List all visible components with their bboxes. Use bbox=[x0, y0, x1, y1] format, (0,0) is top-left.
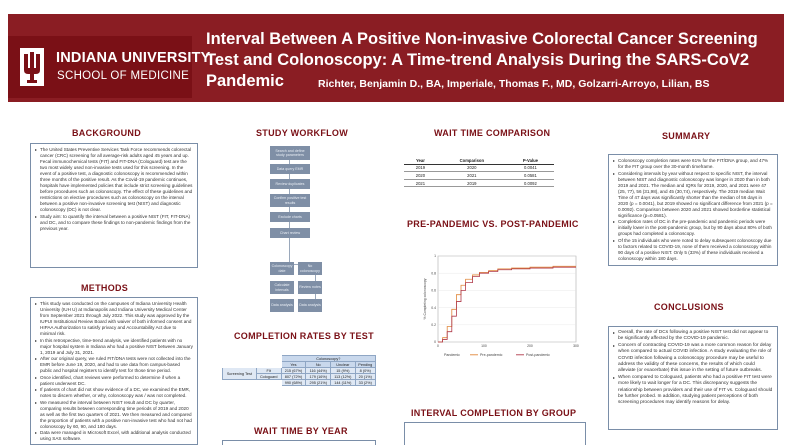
workflow-step: Data query EMR bbox=[270, 164, 310, 174]
workflow-step: Data analysis bbox=[298, 299, 322, 312]
list-item: Completion rates of DC in the pre-pandem… bbox=[613, 219, 773, 237]
workflow-step: Exclude charts bbox=[270, 212, 310, 222]
completion-rates-table: Colonoscopy? Yes No Unclear Pending Scre… bbox=[222, 355, 377, 386]
table-cell: 2021 bbox=[436, 171, 507, 180]
table-cell: 0.0092 bbox=[506, 179, 554, 188]
table-cell: 33 (2%) bbox=[354, 379, 377, 386]
legend-label: Post-pandemic bbox=[526, 353, 550, 357]
summary-list: Colonoscopy completion rates were 61% fo… bbox=[613, 158, 773, 262]
table-cell: 2019 bbox=[404, 164, 437, 173]
list-item: If patients of chart did not show eviden… bbox=[35, 387, 193, 399]
y-tick-label: 1 bbox=[434, 254, 436, 258]
y-tick-label: 0.8 bbox=[431, 271, 436, 275]
poster-title: Interval Between A Positive Non-invasive… bbox=[206, 29, 766, 92]
pre-post-title: PRE-PANDEMIC VS. POST-PANDEMIC bbox=[407, 219, 579, 229]
interval-group-box bbox=[404, 422, 586, 445]
y-tick-label: 0.2 bbox=[431, 323, 436, 327]
workflow-step: Search and define study parameters bbox=[270, 146, 310, 160]
table-cell: 2020 bbox=[404, 171, 437, 180]
iu-logo: INDIANA UNIVERSITY SCHOOL OF MEDICINE bbox=[8, 36, 210, 98]
summary-title: SUMMARY bbox=[662, 131, 711, 141]
list-item: After our original query, we ruled FIT/D… bbox=[35, 356, 193, 374]
wait-time-table: Year Comparison P-Value 2019 2020 0.0041… bbox=[404, 157, 554, 188]
legend-label: Pre-pandemic bbox=[480, 353, 503, 357]
workflow-step: Calculate intervals bbox=[270, 281, 294, 294]
study-workflow-diagram: Search and define study parameters Data … bbox=[270, 146, 370, 316]
poster-header: INDIANA UNIVERSITY SCHOOL OF MEDICINE In… bbox=[8, 14, 784, 102]
wait-time-comparison-title: WAIT TIME COMPARISON bbox=[434, 128, 551, 138]
background-list: The United States Preventive Services Ta… bbox=[35, 147, 193, 232]
list-item: When compared to Cologuard, patients who… bbox=[613, 375, 773, 406]
workflow-title: STUDY WORKFLOW bbox=[256, 128, 349, 138]
table-cell: 0.0581 bbox=[506, 171, 554, 180]
table-header: Year bbox=[404, 157, 437, 165]
workflow-step: Confirm positive test results bbox=[270, 194, 310, 207]
background-box: The United States Preventive Services Ta… bbox=[30, 143, 198, 268]
table-cell bbox=[222, 379, 282, 386]
authors: Richter, Benjamin D., BA, Imperiale, Tho… bbox=[318, 78, 710, 90]
workflow-step: No colonoscopy bbox=[298, 262, 322, 275]
list-item: Considering intervals by year without re… bbox=[613, 171, 773, 219]
trident-icon bbox=[20, 48, 44, 86]
wait-time-by-year-box bbox=[222, 440, 376, 445]
table-cell: 990 (68%) bbox=[280, 379, 307, 386]
table-cell: 2019 bbox=[436, 179, 507, 188]
y-tick-label: 0.6 bbox=[431, 289, 436, 293]
table-cell: Screening Test bbox=[222, 367, 257, 380]
list-item: This study was conducted on the campuses… bbox=[35, 301, 193, 337]
title-line-2: Test and Colonoscopy: A Time-trend Analy… bbox=[206, 51, 750, 90]
x-tick-label: 0 bbox=[437, 344, 439, 348]
list-item: Overall, the rate of DCs following a pos… bbox=[613, 330, 773, 343]
series-line-1 bbox=[438, 265, 576, 343]
list-item: In this retrospective, time-trend analys… bbox=[35, 338, 193, 356]
wait-time-by-year-title: WAIT TIME BY YEAR bbox=[254, 426, 348, 436]
workflow-step: Review notes bbox=[298, 281, 322, 294]
table-header: Comparison bbox=[436, 157, 507, 165]
list-item: Once identified, chart reviews were perf… bbox=[35, 375, 193, 387]
title-line-1: Interval Between A Positive Non-invasive… bbox=[206, 30, 758, 48]
university-name: INDIANA UNIVERSITY bbox=[56, 50, 211, 66]
list-item: Of the 15 individuals who were noted to … bbox=[613, 238, 773, 262]
pre-post-pandemic-chart: 0 0.2 0.4 0.6 0.8 1 0 100 200 300 % Completing col… bbox=[423, 254, 579, 357]
x-tick-label: 100 bbox=[481, 344, 487, 348]
list-item: Colonoscopy completion rates were 61% fo… bbox=[613, 158, 773, 170]
legend-prefix: Pandemic bbox=[444, 353, 460, 357]
series-line-2 bbox=[438, 266, 576, 343]
y-tick-label: 0 bbox=[434, 340, 436, 344]
conclusions-list: Overall, the rate of DCs following a pos… bbox=[613, 330, 773, 407]
workflow-step: Data analysis bbox=[270, 299, 294, 312]
list-item: Study aim: to quantify the interval betw… bbox=[35, 214, 193, 232]
table-cell: 2020 bbox=[436, 164, 507, 173]
school-name: SCHOOL OF MEDICINE bbox=[57, 70, 190, 82]
methods-title: METHODS bbox=[81, 283, 129, 293]
conclusions-title: CONCLUSIONS bbox=[654, 302, 724, 312]
list-item: Data were managed in Microsoft Excel, wi… bbox=[35, 430, 193, 442]
interval-group-title: INTERVAL COMPLETION BY GROUP bbox=[411, 408, 577, 418]
conclusions-box: Overall, the rate of DCs following a pos… bbox=[608, 326, 778, 430]
list-item: Concern of contracting COVID-19 was a mo… bbox=[613, 343, 773, 374]
completion-rates-title: COMPLETION RATES BY TEST bbox=[234, 331, 374, 341]
background-title: BACKGROUND bbox=[72, 128, 141, 138]
x-tick-label: 300 bbox=[573, 344, 579, 348]
workflow-step: Chart review bbox=[270, 228, 310, 238]
y-axis-label: % Completing colonoscopy bbox=[423, 278, 427, 319]
table-header: P-Value bbox=[506, 157, 554, 165]
list-item: We measured the interval between NIST re… bbox=[35, 400, 193, 430]
table-row: 2021 2019 0.0092 bbox=[404, 179, 554, 188]
methods-list: This study was conducted on the campuses… bbox=[35, 301, 193, 442]
table-cell: 144 (11%) bbox=[330, 379, 356, 386]
x-tick-label: 200 bbox=[527, 344, 533, 348]
table-row: 2019 2020 0.0041 bbox=[404, 164, 554, 173]
table-cell: 2021 bbox=[404, 179, 437, 188]
list-item: The United States Preventive Services Ta… bbox=[35, 147, 193, 213]
methods-box: This study was conducted on the campuses… bbox=[30, 297, 198, 445]
table-cell: 295 (21%) bbox=[305, 379, 332, 386]
y-tick-label: 0.4 bbox=[431, 306, 436, 310]
workflow-step: Review duplicates bbox=[270, 179, 310, 189]
table-row: 990 (68%) 295 (21%) 144 (11%) 33 (2%) bbox=[222, 379, 377, 386]
workflow-step: Colonoscopy date bbox=[270, 262, 294, 275]
table-cell: 0.0041 bbox=[506, 164, 554, 173]
table-row: 2020 2021 0.0581 bbox=[404, 171, 554, 180]
summary-box: Colonoscopy completion rates were 61% fo… bbox=[608, 154, 778, 266]
